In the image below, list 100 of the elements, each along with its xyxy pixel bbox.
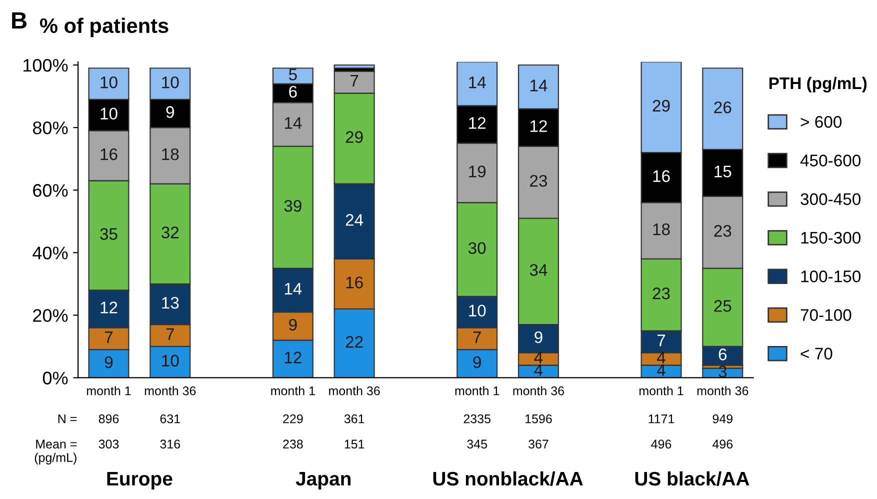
- data-label: 34: [530, 264, 548, 276]
- data-label: 4: [657, 352, 666, 364]
- legend-label: > 600: [800, 116, 842, 128]
- data-label: 7: [350, 75, 358, 87]
- data-label: 16: [346, 276, 363, 288]
- legend-label: 150-300: [801, 232, 861, 244]
- data-label: 10: [162, 354, 179, 367]
- data-label: 22: [346, 336, 363, 348]
- data-label: 10: [469, 304, 486, 317]
- data-label: 4: [534, 364, 543, 376]
- legend-label: 100-150: [801, 270, 861, 282]
- text: 238: [283, 440, 303, 449]
- data-label: 14: [469, 76, 486, 88]
- text: 2335: [464, 414, 490, 424]
- data-label: 39: [284, 200, 302, 212]
- text: US black/AA: [635, 471, 750, 486]
- text: 345: [467, 440, 487, 449]
- legend-label: 300-450: [800, 193, 861, 206]
- data-label: 23: [652, 288, 670, 300]
- text: 1596: [526, 414, 552, 424]
- data-label: 9: [104, 356, 113, 368]
- x-tick-label: month 1: [271, 386, 315, 396]
- data-label: 29: [346, 131, 363, 143]
- data-label: 14: [530, 80, 548, 92]
- data-label: 9: [289, 318, 297, 331]
- data-label: 25: [714, 300, 732, 312]
- data-label: 14: [284, 283, 302, 294]
- text: Mean = (pg/mL): [34, 440, 77, 464]
- text: Japan: [296, 472, 351, 490]
- data-label: 24: [346, 214, 364, 226]
- y-tick-label: 0%: [42, 372, 68, 384]
- legend-title: PTH (pg/mL): [769, 76, 867, 92]
- text: 151: [344, 440, 364, 449]
- text: 1171: [648, 414, 674, 424]
- text: 316: [160, 440, 180, 449]
- data-label: 14: [284, 117, 302, 129]
- data-label: 29: [652, 100, 670, 112]
- y-tick-label: 20%: [33, 309, 68, 322]
- text: 896: [98, 414, 119, 424]
- data-label: 7: [657, 334, 666, 346]
- data-label: 12: [530, 120, 547, 132]
- legend-label: 70-100: [800, 309, 852, 321]
- data-label: 16: [653, 170, 670, 182]
- data-label: 13: [162, 296, 179, 309]
- x-tick-label: month 1: [640, 386, 684, 396]
- data-label: 7: [166, 328, 174, 340]
- data-label: 4: [534, 352, 543, 364]
- legend-label: < 70: [800, 348, 832, 360]
- text: 496: [651, 440, 672, 449]
- data-label: 9: [534, 331, 542, 344]
- data-label: 12: [284, 352, 302, 364]
- data-label: 35: [100, 228, 118, 240]
- data-label: 23: [714, 224, 732, 237]
- data-label: 10: [100, 108, 118, 120]
- x-tick-label: month 1: [455, 386, 500, 396]
- data-label: 30: [468, 242, 486, 254]
- x-tick-label: month 36: [513, 386, 564, 396]
- data-label: 23: [530, 174, 548, 187]
- legend-label: 450-600: [800, 154, 861, 166]
- text: 303: [98, 440, 119, 449]
- data-label: 4: [657, 364, 666, 376]
- text: 229: [283, 414, 303, 424]
- data-label: 19: [469, 166, 486, 178]
- text: Europe: [107, 472, 172, 490]
- x-tick-label: month 36: [697, 386, 748, 396]
- text: 361: [344, 414, 364, 424]
- text: 367: [528, 440, 548, 449]
- data-label: 10: [100, 76, 118, 88]
- data-label: 16: [100, 148, 118, 160]
- data-label: 18: [653, 223, 670, 236]
- data-label: 5: [288, 68, 297, 80]
- text: 949: [712, 414, 732, 424]
- data-label: 7: [104, 331, 113, 343]
- data-label: 12: [469, 117, 486, 129]
- text: N =: [58, 414, 77, 424]
- y-tick-label: 80%: [32, 121, 68, 134]
- y-tick-label: 100%: [24, 58, 68, 72]
- data-label: 7: [473, 331, 481, 343]
- data-label: 15: [714, 166, 732, 178]
- x-tick-label: month 1: [86, 386, 131, 396]
- data-label: 32: [162, 226, 179, 238]
- text: US nonblack/AA: [433, 471, 583, 486]
- data-label: 3: [718, 366, 727, 378]
- data-label: 26: [714, 101, 732, 114]
- y-tick-label: 60%: [33, 184, 68, 197]
- text: 631: [160, 414, 180, 424]
- data-label: 6: [718, 348, 727, 360]
- data-label: 18: [162, 148, 179, 160]
- y-axis-title: % of patients: [40, 18, 168, 38]
- data-label: 9: [166, 106, 174, 118]
- data-label: 6: [289, 86, 297, 98]
- y-tick-label: 40%: [32, 246, 68, 260]
- text: 496: [712, 440, 733, 449]
- x-tick-label: month 36: [329, 386, 380, 396]
- chart-title: B: [12, 12, 26, 29]
- bar: [334, 64, 375, 69]
- data-label: 10: [162, 76, 179, 88]
- data-label: 9: [473, 356, 481, 368]
- data-label: 12: [100, 302, 118, 314]
- x-tick-label: month 36: [144, 386, 196, 396]
